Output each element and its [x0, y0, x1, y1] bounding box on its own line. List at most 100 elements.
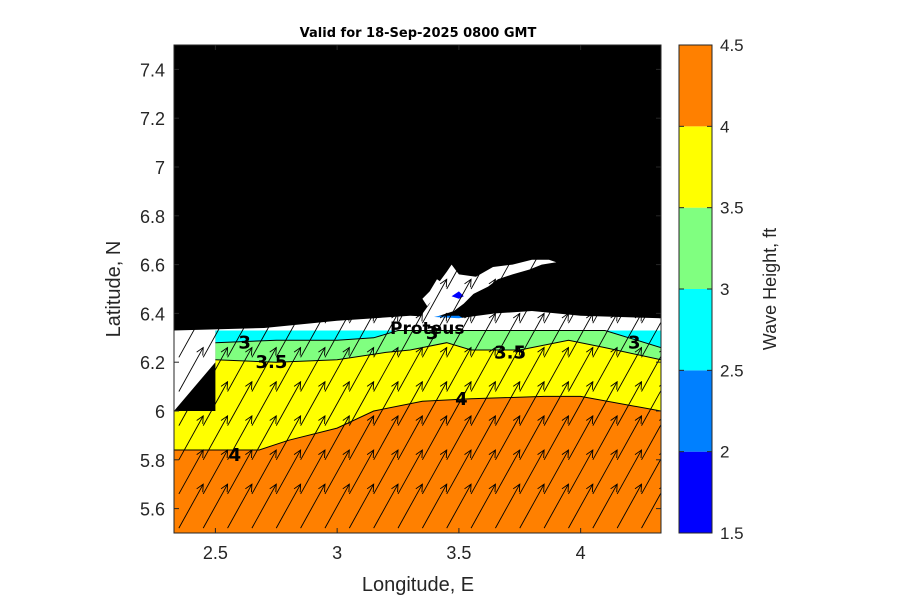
wind-arrow [495, 380, 521, 426]
wind-arrow [373, 483, 399, 529]
wind-arrow [348, 346, 375, 392]
colorbar-segment [679, 207, 712, 289]
wind-arrow [202, 141, 229, 187]
wind-arrow [397, 73, 423, 119]
wind-arrow-head [245, 210, 253, 219]
wind-arrow-shaft [300, 45, 323, 85]
place-label-proteus: Proteus [390, 319, 464, 339]
wind-arrow-head [562, 6, 569, 14]
wind-arrow [275, 278, 302, 324]
wind-arrow-shaft [421, 381, 448, 426]
wind-arrow [568, 312, 594, 358]
wind-arrow-head [245, 449, 253, 459]
colorbar-tick-label: 2 [720, 443, 729, 462]
wind-arrow-shaft [251, 74, 277, 119]
wind-arrow [421, 346, 448, 392]
wind-arrow-shaft [251, 483, 277, 529]
wind-arrow [543, 175, 569, 221]
wind-arrow [495, 449, 521, 495]
wind-arrow-head [391, 380, 399, 390]
wind-arrow-shaft [592, 279, 618, 324]
wind-arrow-shaft [227, 449, 253, 495]
wind-arrow-head [439, 141, 448, 151]
wind-arrow-shaft [641, 321, 661, 358]
wind-arrow-head [610, 73, 618, 83]
wind-arrow-shaft [373, 313, 399, 358]
wind-arrow [324, 346, 350, 392]
wind-arrow [300, 141, 326, 187]
x-tick-label: 4 [576, 543, 586, 563]
wind-arrow-shaft [300, 347, 326, 392]
wind-arrow-head [537, 175, 545, 185]
wind-arrow-head [439, 449, 448, 459]
wind-arrow [568, 380, 594, 426]
wind-arrow-shaft [421, 449, 448, 495]
wind-arrow-head [196, 449, 204, 459]
wind-arrow-shaft [300, 210, 326, 256]
wind-arrow-head [512, 483, 521, 493]
wind-arrow-head [512, 380, 521, 390]
wind-arrow-shaft [275, 347, 302, 392]
wind-arrow-shaft [227, 244, 253, 290]
wind-arrow-shaft [543, 45, 548, 51]
wind-arrow-head [464, 449, 472, 459]
wind-arrow-head [634, 414, 643, 424]
wind-arrow-head [464, 141, 472, 151]
wind-arrow [568, 175, 594, 221]
wind-arrow [300, 244, 326, 290]
wind-arrow-shaft [275, 449, 302, 495]
wind-arrow-shaft [178, 45, 202, 85]
wind-arrow-shaft [348, 210, 375, 256]
wind-arrow-head [245, 278, 253, 288]
wind-arrow-head [366, 483, 375, 493]
wind-arrow-head [488, 312, 496, 322]
wind-arrow-shaft [300, 74, 326, 119]
wind-arrow-shaft [446, 176, 472, 221]
wind-arrow [421, 141, 448, 187]
wind-arrow [616, 380, 643, 426]
wind-arrow-shaft [324, 45, 348, 85]
wind-arrow-head [196, 244, 204, 254]
wind-arrow-shaft [373, 347, 399, 392]
wind-arrow-shaft [421, 74, 448, 119]
fill-4-4.5ft [174, 396, 661, 533]
wind-arrow [446, 312, 472, 358]
wind-arrow-head [610, 312, 618, 322]
wind-arrow [495, 278, 521, 324]
wind-arrow-head [610, 175, 618, 185]
wind-arrow-shaft [373, 244, 399, 290]
wind-arrow-shaft [495, 347, 521, 392]
proteus-lagoon [417, 259, 557, 321]
wind-arrow-shaft [202, 176, 228, 221]
wind-arrow-head [415, 414, 423, 424]
wind-arrow-head [366, 278, 375, 288]
wind-arrow [616, 175, 643, 221]
wind-arrow [202, 244, 229, 290]
wind-arrow-shaft [178, 449, 204, 495]
wind-arrow-shaft [446, 74, 472, 119]
contour-label: 3 [238, 333, 251, 354]
wind-arrow-head [561, 346, 569, 356]
wind-arrow [470, 449, 496, 495]
wind-arrow-shaft [373, 142, 399, 187]
wind-arrow-head [269, 107, 277, 117]
wind-arrow-shaft [495, 142, 521, 187]
wind-arrow-head [488, 278, 496, 288]
wind-arrow [519, 244, 545, 290]
wind-arrow-shaft [178, 108, 204, 153]
colorbar-tick-label: 3.5 [720, 199, 744, 218]
wind-arrow [324, 449, 350, 495]
wind-arrow-shaft [519, 45, 542, 85]
wind-arrow-shaft [495, 381, 521, 426]
wind-arrow [178, 449, 204, 495]
wind-arrow [300, 414, 326, 461]
wind-arrow-shaft [227, 347, 253, 392]
wind-arrow-head [318, 449, 326, 459]
wind-arrow [373, 73, 399, 119]
wind-arrow-head [634, 73, 643, 83]
colorbar-label: Wave Height, ft [760, 228, 780, 350]
y-tick-label: 6.2 [140, 353, 165, 373]
wind-arrow [300, 73, 326, 119]
wind-arrow-shaft [421, 313, 448, 358]
wind-arrow [202, 107, 229, 153]
